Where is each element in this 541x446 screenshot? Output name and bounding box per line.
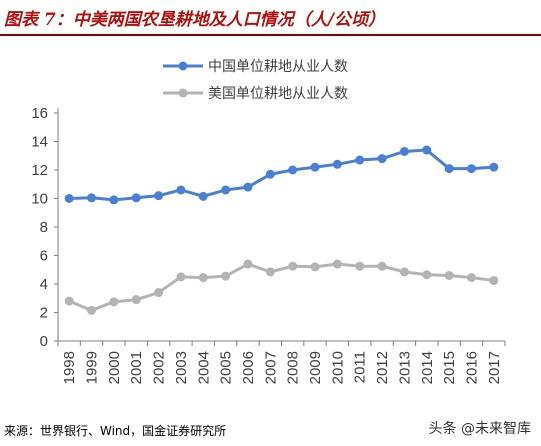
- data-point: [109, 195, 119, 205]
- y-tick-label: 8: [40, 219, 48, 236]
- x-tick-label: 2008: [285, 351, 302, 384]
- legend-label-1: 美国单位耕地从业人数: [208, 85, 348, 102]
- data-point: [154, 191, 164, 201]
- data-point: [466, 164, 476, 174]
- data-point: [332, 259, 342, 269]
- x-tick-label: 2002: [151, 351, 168, 384]
- data-point: [399, 146, 409, 156]
- data-point: [198, 273, 208, 283]
- x-tick-label: 2003: [173, 351, 190, 384]
- data-point: [109, 297, 119, 307]
- y-tick-label: 2: [40, 305, 48, 322]
- data-point: [288, 261, 298, 271]
- watermark: 头条 @未来智库: [428, 421, 531, 437]
- x-tick-label: 1999: [84, 351, 101, 384]
- data-point: [422, 145, 432, 155]
- data-point: [466, 273, 476, 283]
- data-point: [332, 159, 342, 169]
- data-point: [243, 259, 253, 269]
- chart-title: 图表 7：中美两国农垦耕地及人口情况（人/公顷）: [4, 10, 385, 30]
- x-tick-label: 2001: [128, 351, 145, 384]
- data-point: [176, 185, 186, 195]
- data-point: [444, 270, 454, 280]
- x-tick-label: 2005: [218, 351, 235, 384]
- data-point: [176, 272, 186, 282]
- series-line-1: [68, 262, 495, 312]
- data-point: [489, 162, 499, 172]
- data-point: [377, 154, 387, 164]
- x-tick-label: 1998: [61, 351, 78, 384]
- data-point: [310, 162, 320, 172]
- data-point: [87, 193, 97, 203]
- x-tick-label: 2000: [106, 351, 123, 384]
- data-point: [64, 296, 74, 306]
- title-bar: 图表 7：中美两国农垦耕地及人口情况（人/公顷）: [0, 0, 541, 36]
- data-point: [87, 305, 97, 315]
- x-tick-label: 2012: [374, 351, 391, 384]
- data-point: [399, 267, 409, 277]
- data-point: [422, 270, 432, 280]
- y-tick-label: 10: [31, 191, 48, 208]
- data-point: [265, 169, 275, 179]
- data-point: [288, 165, 298, 175]
- data-point: [154, 288, 164, 298]
- data-point: [310, 262, 320, 272]
- x-tick-label: 2007: [262, 351, 279, 384]
- series-line-0: [69, 148, 494, 202]
- data-point: [355, 261, 365, 271]
- data-point: [221, 271, 231, 281]
- x-tick-label: 2006: [240, 351, 257, 384]
- source-note: 来源：世界银行、Wind，国金证券研究所: [4, 424, 227, 438]
- x-tick-label: 2017: [486, 351, 503, 384]
- y-tick-label: 16: [31, 105, 48, 122]
- y-tick-label: 0: [40, 333, 48, 350]
- y-tick-label: 14: [31, 134, 48, 151]
- data-point: [198, 191, 208, 201]
- data-point: [221, 185, 231, 195]
- x-tick-label: 2014: [419, 351, 436, 384]
- legend-marker-0: [178, 61, 188, 71]
- data-point: [131, 295, 141, 305]
- x-tick-label: 2013: [396, 351, 413, 384]
- data-point: [444, 164, 454, 174]
- legend-label-0: 中国单位耕地从业人数: [208, 58, 348, 75]
- x-tick-label: 2011: [352, 351, 369, 383]
- data-point: [355, 155, 365, 165]
- x-tick-label: 2015: [441, 351, 458, 384]
- y-tick-label: 12: [31, 162, 48, 179]
- x-tick-label: 2004: [195, 351, 212, 384]
- x-tick-label: 2009: [307, 351, 324, 384]
- data-point: [131, 193, 141, 203]
- x-tick-label: 2016: [463, 351, 480, 384]
- data-point: [377, 261, 387, 271]
- legend-marker-1: [178, 88, 188, 98]
- y-tick-label: 4: [40, 276, 48, 293]
- data-point: [489, 275, 499, 285]
- data-point: [64, 194, 74, 203]
- y-tick-label: 6: [40, 248, 48, 265]
- x-tick-label: 2010: [329, 351, 346, 384]
- data-point: [265, 267, 275, 277]
- data-point: [243, 182, 253, 192]
